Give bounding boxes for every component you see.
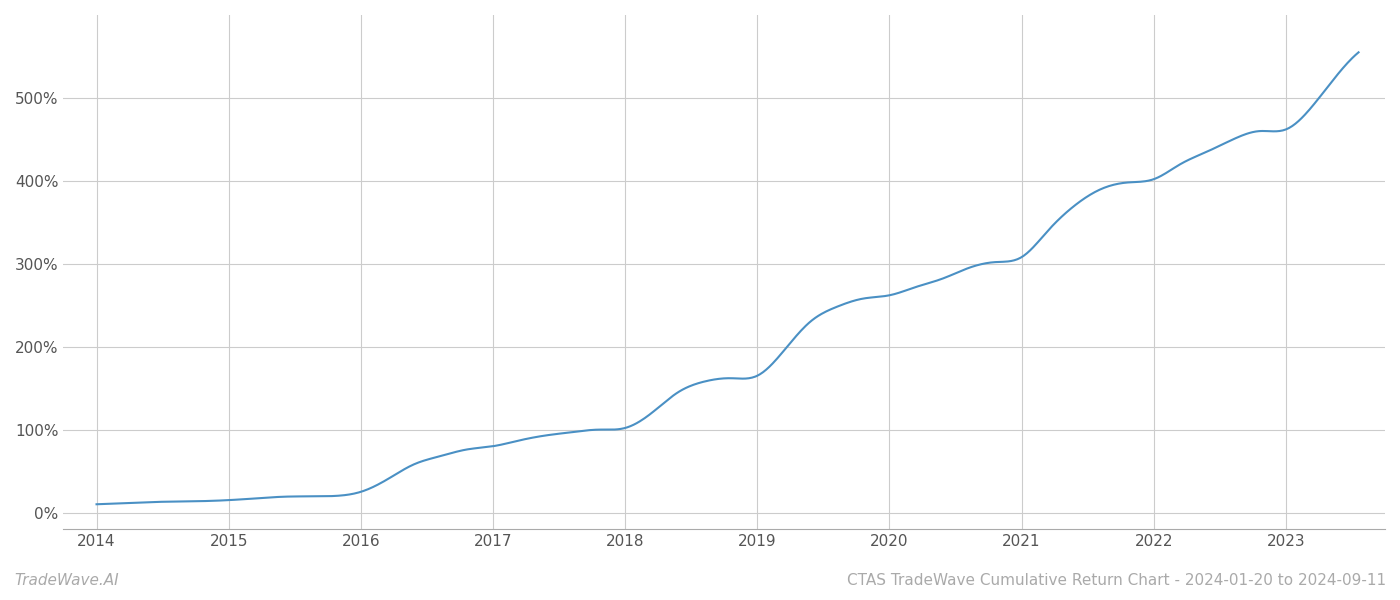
Text: CTAS TradeWave Cumulative Return Chart - 2024-01-20 to 2024-09-11: CTAS TradeWave Cumulative Return Chart -… bbox=[847, 573, 1386, 588]
Text: TradeWave.AI: TradeWave.AI bbox=[14, 573, 119, 588]
